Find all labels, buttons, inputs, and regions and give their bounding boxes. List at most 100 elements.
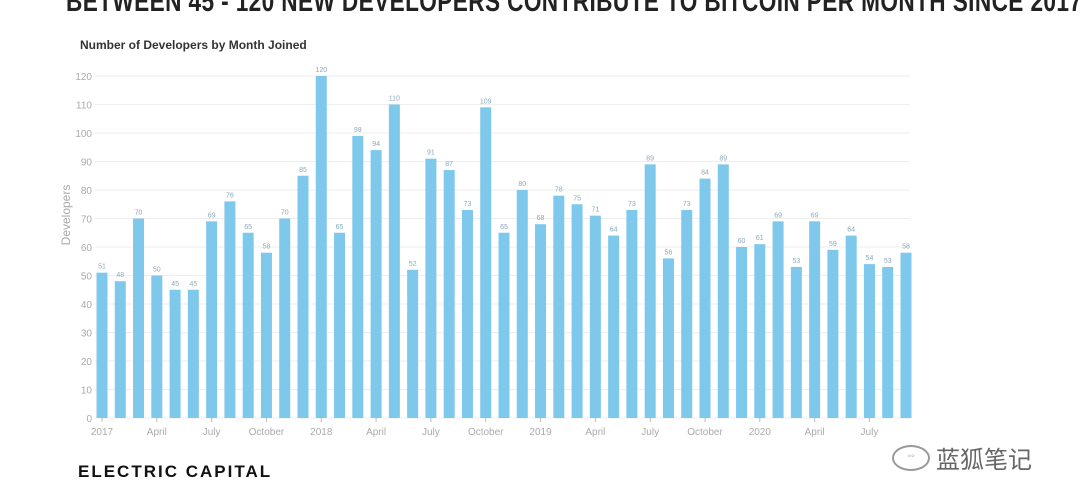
- bar-2019-04: [589, 215, 601, 418]
- bar-2019-07: [644, 164, 656, 418]
- bar-2020-08: [882, 266, 894, 418]
- bar-2020-07: [863, 264, 875, 418]
- watermark-text: 蓝狐笔记: [936, 447, 1032, 474]
- x-tick-label: 2018: [310, 427, 333, 438]
- data-label: 65: [336, 224, 344, 231]
- y-tick-label: 40: [81, 300, 93, 311]
- data-label: 58: [902, 244, 910, 251]
- y-tick-label: 80: [81, 186, 93, 197]
- data-label: 76: [226, 192, 234, 199]
- chart-title: Number of Developers by Month Joined: [80, 38, 307, 52]
- data-label: 73: [464, 201, 472, 208]
- brand-logo-text: ELECTRIC CAPITAL: [78, 462, 273, 481]
- bar-2018-03: [352, 135, 364, 418]
- bar-2017-06: [187, 289, 199, 418]
- y-tick-label: 30: [81, 329, 93, 340]
- y-tick-label: 0: [86, 414, 92, 425]
- bar-2019-10: [699, 178, 711, 418]
- watermark: ◦◦ 蓝狐笔记: [892, 440, 1032, 475]
- y-tick-label: 50: [81, 272, 93, 283]
- bar-2018-04: [370, 150, 382, 418]
- data-label: 109: [480, 98, 492, 105]
- data-label: 45: [189, 281, 197, 288]
- y-tick-label: 110: [76, 101, 92, 112]
- data-label: 94: [372, 141, 380, 148]
- y-tick-label: 20: [81, 357, 93, 368]
- bar-2018-12: [516, 190, 528, 418]
- bar-2018-10: [480, 107, 492, 418]
- x-tick-label: October: [687, 427, 723, 438]
- bar-2018-06: [407, 269, 419, 418]
- bar-2017-08: [224, 201, 236, 418]
- data-label: 84: [701, 170, 709, 177]
- data-label: 91: [427, 150, 435, 157]
- data-label: 85: [299, 167, 307, 174]
- data-label: 87: [445, 161, 453, 168]
- bar-2017-07: [206, 221, 218, 418]
- data-label: 110: [389, 96, 400, 103]
- bar-2019-11: [717, 164, 729, 418]
- data-label: 53: [792, 258, 800, 265]
- data-label: 69: [208, 212, 216, 219]
- bar-2018-05: [388, 104, 400, 418]
- data-label: 48: [116, 272, 124, 279]
- data-label: 65: [244, 224, 252, 231]
- headline: BETWEEN 45 - 120 NEW DEVELOPERS CONTRIBU…: [66, 0, 1080, 18]
- bar-2019-03: [571, 204, 583, 418]
- data-label: 80: [518, 181, 526, 188]
- y-tick-label: 100: [75, 129, 92, 140]
- x-tick-label: July: [641, 427, 659, 438]
- data-label: 54: [866, 255, 874, 262]
- x-tick-label: April: [366, 427, 386, 438]
- bar-2017-12: [297, 175, 309, 418]
- x-tick-label: 2019: [529, 427, 552, 438]
- data-label: 52: [409, 261, 417, 268]
- bar-2018-07: [425, 158, 437, 418]
- y-tick-label: 90: [81, 158, 93, 169]
- x-tick-label: July: [422, 427, 440, 438]
- bar-chart: Developers 0 10 20 30 40 50 60 70 80 90 100 110 120 5…: [59, 67, 912, 438]
- data-label: 99: [354, 127, 362, 134]
- bar-2020-09: [900, 252, 912, 418]
- data-label: 64: [610, 227, 618, 234]
- bar-2018-08: [443, 170, 455, 418]
- data-label: 69: [774, 212, 782, 219]
- data-label: 78: [555, 187, 563, 194]
- bar-2019-05: [608, 235, 620, 418]
- x-tick-label: April: [147, 427, 167, 438]
- data-label: 89: [719, 155, 727, 162]
- bar-2017-02: [114, 281, 126, 418]
- bar-2019-09: [681, 209, 693, 418]
- bar-2017-03: [133, 218, 145, 418]
- x-tick-label: October: [249, 427, 285, 438]
- data-label: 65: [500, 224, 508, 231]
- bar-2020-06: [845, 235, 857, 418]
- data-label: 61: [756, 235, 764, 242]
- wechat-icon: ◦◦: [892, 444, 930, 471]
- data-label: 120: [315, 67, 327, 74]
- x-tick-label: 2017: [91, 427, 114, 438]
- y-tick-label: 120: [75, 72, 92, 83]
- x-tick-label: 2020: [749, 427, 772, 438]
- bar-2018-01: [315, 76, 327, 418]
- bar-2019-12: [736, 247, 748, 418]
- x-tick-label: April: [805, 427, 825, 438]
- bar-2018-11: [498, 232, 510, 418]
- data-label: 69: [811, 212, 819, 219]
- x-tick-label: July: [861, 427, 879, 438]
- bar-2019-01: [535, 224, 547, 418]
- y-tick-label: 70: [81, 215, 93, 226]
- data-label: 71: [591, 207, 599, 214]
- y-tick-label: 60: [81, 243, 93, 254]
- bar-2019-06: [626, 209, 638, 418]
- data-label: 51: [98, 264, 106, 271]
- y-tick-label: 10: [81, 386, 93, 397]
- data-label: 75: [573, 195, 581, 202]
- data-label: 53: [884, 258, 892, 265]
- bar-2017-05: [169, 289, 181, 418]
- data-label: 60: [738, 238, 746, 245]
- bar-2017-09: [242, 232, 254, 418]
- data-label: 64: [847, 227, 855, 234]
- data-label: 73: [628, 201, 636, 208]
- data-label: 59: [829, 241, 837, 248]
